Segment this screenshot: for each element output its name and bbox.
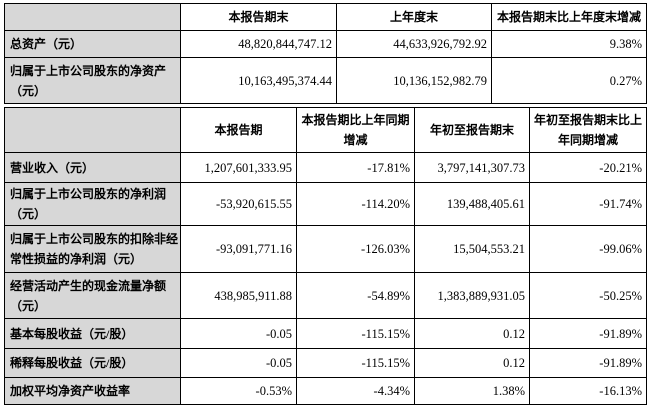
value-cell: -53,920,615.55 [180, 182, 297, 226]
value-cell: -54.89% [296, 272, 415, 319]
value-cell: 438,985,911.88 [180, 272, 297, 319]
row-label-diluted-eps: 稀释每股收益（元/股） [4, 348, 181, 378]
balance-header-prior-year-end: 上年度末 [336, 3, 492, 31]
table-row: 归属于上市公司股东的净资产（元） 10,163,495,374.44 10,13… [4, 57, 647, 104]
value-cell: -91.89% [529, 348, 647, 378]
table-row: 基本每股收益（元/股） -0.05 -115.15% 0.12 -91.89% [4, 318, 647, 349]
balance-table: 本报告期末 上年度末 本报告期末比上年度末增减 总资产（元） 48,820,84… [4, 3, 647, 104]
value-cell: 10,136,152,982.79 [336, 57, 492, 104]
value-cell: -91.74% [529, 182, 647, 226]
value-cell: -4.34% [296, 377, 415, 405]
value-cell: 1,207,601,333.95 [180, 152, 297, 183]
value-cell: 48,820,844,747.12 [180, 30, 337, 58]
income-header-ytd-change: 年初至报告期末比上年同期增减 [529, 107, 647, 153]
value-cell: 0.27% [491, 57, 647, 104]
value-cell: 0.12 [414, 348, 530, 378]
value-cell: -115.15% [296, 348, 415, 378]
balance-header-row: 本报告期末 上年度末 本报告期末比上年度末增减 [4, 3, 647, 31]
row-label-net-profit-excl-nonrecurring: 归属于上市公司股东的扣除非经常性损益的净利润（元） [4, 225, 181, 273]
value-cell: 9.38% [491, 30, 647, 58]
income-header-row: 本报告期 本报告期比上年同期增减 年初至报告期末 年初至报告期末比上年同期增减 [4, 107, 647, 153]
value-cell: -126.03% [296, 225, 415, 273]
balance-header-change: 本报告期末比上年度末增减 [491, 3, 647, 31]
value-cell: 15,504,553.21 [414, 225, 530, 273]
row-label-net-profit: 归属于上市公司股东的净利润（元） [4, 182, 181, 226]
value-cell: -0.05 [180, 318, 297, 349]
row-label-total-assets: 总资产（元） [4, 30, 181, 58]
table-row: 归属于上市公司股东的扣除非经常性损益的净利润（元） -93,091,771.16… [4, 225, 647, 273]
value-cell: 0.12 [414, 318, 530, 349]
table-row: 稀释每股收益（元/股） -0.05 -115.15% 0.12 -91.89% [4, 348, 647, 378]
income-corner-cell [4, 107, 181, 153]
value-cell: -99.06% [529, 225, 647, 273]
value-cell: 1.38% [414, 377, 530, 405]
income-header-ytd: 年初至报告期末 [414, 107, 530, 153]
row-label-operating-cash-flow: 经营活动产生的现金流量净额（元） [4, 272, 181, 319]
balance-corner-cell [4, 3, 181, 31]
value-cell: -50.25% [529, 272, 647, 319]
value-cell: 44,633,926,792.92 [336, 30, 492, 58]
balance-header-current-period-end: 本报告期末 [180, 3, 337, 31]
value-cell: -0.05 [180, 348, 297, 378]
table-row: 归属于上市公司股东的净利润（元） -53,920,615.55 -114.20%… [4, 182, 647, 226]
value-cell: -93,091,771.16 [180, 225, 297, 273]
value-cell: -114.20% [296, 182, 415, 226]
value-cell: -17.81% [296, 152, 415, 183]
income-table: 本报告期 本报告期比上年同期增减 年初至报告期末 年初至报告期末比上年同期增减 … [4, 107, 647, 405]
income-header-qoq-change: 本报告期比上年同期增减 [296, 107, 415, 153]
table-row: 经营活动产生的现金流量净额（元） 438,985,911.88 -54.89% … [4, 272, 647, 319]
value-cell: 10,163,495,374.44 [180, 57, 337, 104]
value-cell: -20.21% [529, 152, 647, 183]
value-cell: -115.15% [296, 318, 415, 349]
value-cell: -16.13% [529, 377, 647, 405]
table-row: 加权平均净资产收益率 -0.53% -4.34% 1.38% -16.13% [4, 377, 647, 405]
row-label-weighted-avg-roe: 加权平均净资产收益率 [4, 377, 181, 405]
value-cell: 1,383,889,931.05 [414, 272, 530, 319]
income-header-current-period: 本报告期 [180, 107, 297, 153]
table-row: 总资产（元） 48,820,844,747.12 44,633,926,792.… [4, 30, 647, 58]
row-label-net-assets: 归属于上市公司股东的净资产（元） [4, 57, 181, 104]
value-cell: 139,488,405.61 [414, 182, 530, 226]
value-cell: 3,797,141,307.73 [414, 152, 530, 183]
value-cell: -91.89% [529, 318, 647, 349]
value-cell: -0.53% [180, 377, 297, 405]
table-row: 营业收入（元） 1,207,601,333.95 -17.81% 3,797,1… [4, 152, 647, 183]
row-label-operating-revenue: 营业收入（元） [4, 152, 181, 183]
row-label-basic-eps: 基本每股收益（元/股） [4, 318, 181, 349]
